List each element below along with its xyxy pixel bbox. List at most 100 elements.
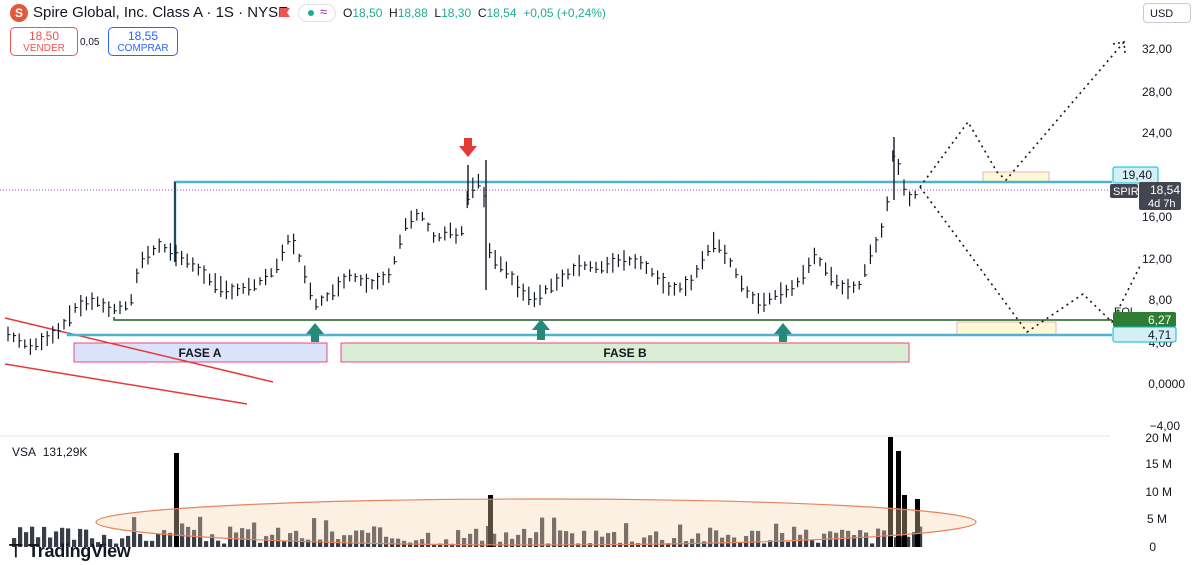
downtrend-line-lower [4, 363, 248, 405]
buy-label: COMPRAR [117, 43, 169, 54]
volume-bar [624, 523, 629, 547]
volume-bar [480, 540, 485, 547]
close-label: C [477, 6, 487, 20]
flag-icon[interactable] [279, 7, 291, 18]
volume-bar [294, 530, 299, 547]
price-tick: 16,00 [1142, 210, 1172, 224]
volume-bar [312, 518, 317, 547]
buy-button[interactable]: 18,55 COMPRAR [108, 27, 178, 56]
volume-bar [360, 530, 365, 547]
resistance-price-tag [1112, 166, 1159, 184]
resistance-level-line [173, 180, 1112, 262]
volume-bar [528, 538, 533, 547]
vsa-name: VSA [12, 445, 37, 459]
price-tick: 24,00 [1142, 126, 1172, 140]
volume-bar [192, 529, 197, 547]
volume-bar [696, 533, 701, 547]
volume-bar-climax [896, 451, 901, 547]
price-axis[interactable]: 32,00 28,00 24,00 16,00 12,00 8,00 4,00 … [1142, 42, 1185, 433]
volume-bar [846, 530, 851, 547]
volume-axis[interactable]: 20 M 15 M 10 M 5 M 0 [1145, 431, 1172, 554]
market-status-pill[interactable]: ≈ [298, 4, 336, 22]
downtrend-line-upper [4, 317, 274, 383]
volume-bar [906, 536, 911, 547]
phase-b-label: FASE B [603, 346, 647, 360]
volume-bar [792, 526, 797, 547]
volume-bar [54, 531, 59, 547]
volume-bar [870, 543, 875, 547]
close-value: 18,54 [486, 6, 517, 20]
volume-bar [162, 530, 167, 547]
volume-bar [768, 540, 773, 547]
volume-bar [240, 528, 245, 547]
volume-bar [450, 543, 455, 547]
volume-bar [204, 541, 209, 547]
wave-icon: ≈ [320, 4, 328, 19]
phase-a-label: FASE A [179, 346, 222, 360]
volume-bar [150, 540, 155, 547]
volume-bar [774, 523, 779, 547]
volume-bar [444, 539, 449, 547]
sell-button[interactable]: 18,50 VENDER [10, 27, 78, 56]
price-tick: 32,00 [1142, 42, 1172, 56]
volume-bar [324, 520, 329, 547]
volume-bar [36, 537, 41, 547]
volume-bar [306, 539, 311, 547]
volume-bar [396, 538, 401, 547]
volume-bar [534, 532, 539, 547]
tradingview-brand[interactable]: ⊤ TradingView [8, 541, 131, 562]
volume-bar [438, 543, 443, 547]
volume-bar [858, 530, 863, 547]
volume-bar [42, 526, 47, 547]
volume-bar [582, 530, 587, 547]
symbol-tag-text: SPIR [1113, 186, 1139, 198]
volume-bar [660, 539, 665, 547]
volume-bar [456, 530, 461, 547]
volume-bar [366, 532, 371, 547]
volume-bar [300, 538, 305, 547]
volume-bar [468, 533, 473, 547]
volume-bar [168, 532, 173, 547]
volume-bar [504, 532, 509, 547]
low-label: L [434, 6, 442, 20]
volume-bar-climax [915, 499, 920, 547]
volume-bar [702, 541, 707, 547]
price-tick: 8,00 [1149, 293, 1173, 307]
volume-bar [318, 539, 323, 547]
volume-bar [540, 517, 545, 547]
price-tick: −4,00 [1150, 419, 1181, 433]
volume-bar [756, 530, 761, 547]
volume-bar [708, 527, 713, 547]
volume-bar [138, 533, 143, 547]
symbol-tag [1110, 184, 1138, 198]
vsa-indicator-label[interactable]: VSA 131,29K [12, 445, 87, 459]
volume-bar [714, 530, 719, 547]
volume-bar-climax [888, 437, 893, 547]
volume-bar [378, 527, 383, 547]
support-level-line [66, 332, 1112, 337]
brand-name: TradingView [28, 541, 131, 561]
volume-bar [48, 537, 53, 547]
volume-bar [804, 529, 809, 547]
volume-bar [516, 534, 521, 547]
volume-bar [810, 539, 815, 547]
volume-bar [570, 533, 575, 547]
volume-bar [558, 530, 563, 547]
symbol-title[interactable]: Spire Global, Inc. Class A · 1S · NYSE [33, 4, 289, 21]
volume-tick: 10 M [1145, 485, 1172, 499]
volume-bar [786, 541, 791, 547]
volume-bar [132, 517, 137, 547]
currency-selector[interactable]: USD [1143, 3, 1191, 23]
creek-price-tag [1113, 312, 1176, 327]
volume-bar [120, 538, 125, 547]
volume-bar [84, 529, 89, 547]
volume-bar [864, 532, 869, 547]
last-price-tag [1139, 182, 1181, 210]
phase-b-box [340, 342, 910, 363]
volume-bar [252, 522, 257, 547]
chart-header: S Spire Global, Inc. Class A · 1S · NYSE… [0, 0, 1200, 62]
tradingview-logo-icon: ⊤ [8, 541, 24, 561]
volume-bar [762, 543, 767, 547]
price-bars [7, 137, 918, 355]
